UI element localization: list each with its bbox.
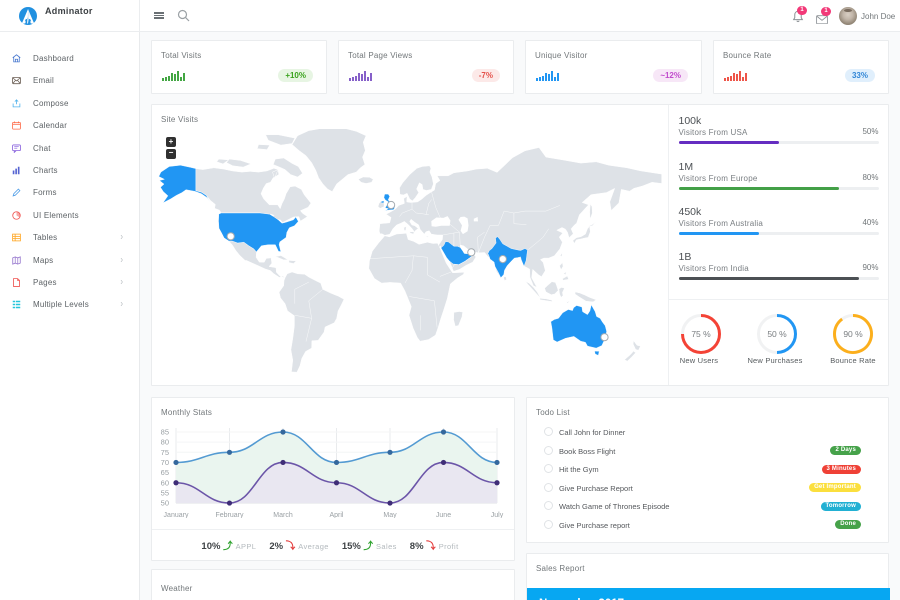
svg-text:March: March — [273, 512, 293, 518]
svg-text:April: April — [329, 512, 343, 518]
svg-text:75 %: 75 % — [691, 329, 711, 339]
svg-text:50 %: 50 % — [767, 329, 787, 339]
svg-text:February: February — [215, 512, 244, 518]
svg-text:50: 50 — [161, 499, 169, 508]
svg-text:85: 85 — [161, 428, 169, 437]
svg-text:70: 70 — [161, 458, 169, 467]
svg-text:July: July — [491, 512, 504, 518]
svg-text:75: 75 — [161, 448, 169, 457]
svg-text:55: 55 — [161, 488, 169, 497]
svg-text:60: 60 — [161, 478, 169, 487]
svg-text:65: 65 — [161, 468, 169, 477]
svg-text:January: January — [164, 512, 189, 518]
svg-text:80: 80 — [161, 438, 169, 447]
svg-text:May: May — [383, 512, 397, 518]
svg-text:June: June — [436, 512, 451, 518]
svg-text:90 %: 90 % — [843, 329, 863, 339]
